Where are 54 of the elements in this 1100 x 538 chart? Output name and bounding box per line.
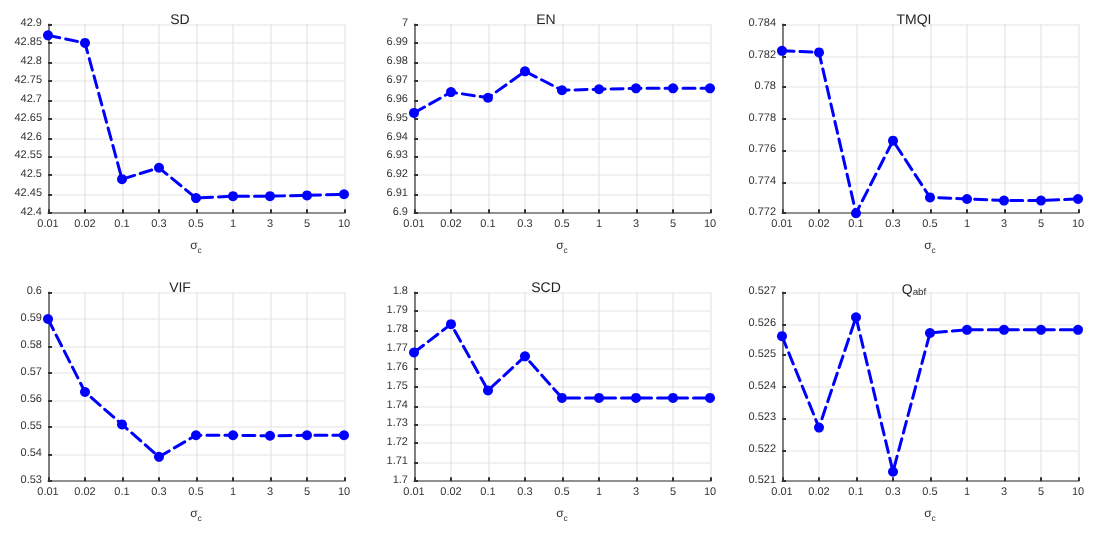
- point: [999, 324, 1009, 335]
- point: [302, 190, 312, 201]
- point: [777, 45, 787, 56]
- point: [962, 324, 972, 335]
- point: [557, 85, 567, 96]
- point: [409, 347, 419, 358]
- point: [851, 312, 861, 323]
- point: [888, 466, 898, 477]
- point: [631, 392, 641, 403]
- point: [1073, 324, 1083, 335]
- point: [43, 314, 53, 325]
- point: [594, 84, 604, 95]
- point: [191, 430, 201, 441]
- point: [483, 92, 493, 103]
- point: [80, 37, 90, 48]
- point: [814, 47, 824, 58]
- point: [1036, 195, 1046, 206]
- point: [962, 194, 972, 205]
- point: [154, 162, 164, 173]
- point: [925, 192, 935, 203]
- point: [668, 392, 678, 403]
- point: [446, 319, 456, 330]
- point: [814, 422, 824, 433]
- point: [777, 331, 787, 342]
- point: [594, 392, 604, 403]
- point: [228, 430, 238, 441]
- point: [557, 392, 567, 403]
- point: [705, 392, 715, 403]
- point: [80, 387, 90, 397]
- point: [705, 83, 715, 94]
- point: [446, 87, 456, 98]
- point: [520, 351, 530, 362]
- point: [117, 419, 127, 430]
- point: [999, 195, 1009, 206]
- point: [265, 430, 275, 441]
- point: [228, 191, 238, 202]
- point: [339, 189, 349, 200]
- point: [302, 430, 312, 441]
- point: [154, 451, 164, 462]
- point: [1036, 324, 1046, 335]
- point: [339, 430, 349, 441]
- point: [483, 385, 493, 396]
- point: [668, 83, 678, 94]
- point: [631, 83, 641, 94]
- point: [117, 174, 127, 185]
- point: [1073, 194, 1083, 205]
- point: [43, 30, 53, 41]
- point: [888, 135, 898, 146]
- point: [409, 107, 419, 118]
- point: [191, 193, 201, 204]
- point: [520, 66, 530, 77]
- point: [925, 328, 935, 338]
- point: [851, 208, 861, 219]
- point: [265, 191, 275, 202]
